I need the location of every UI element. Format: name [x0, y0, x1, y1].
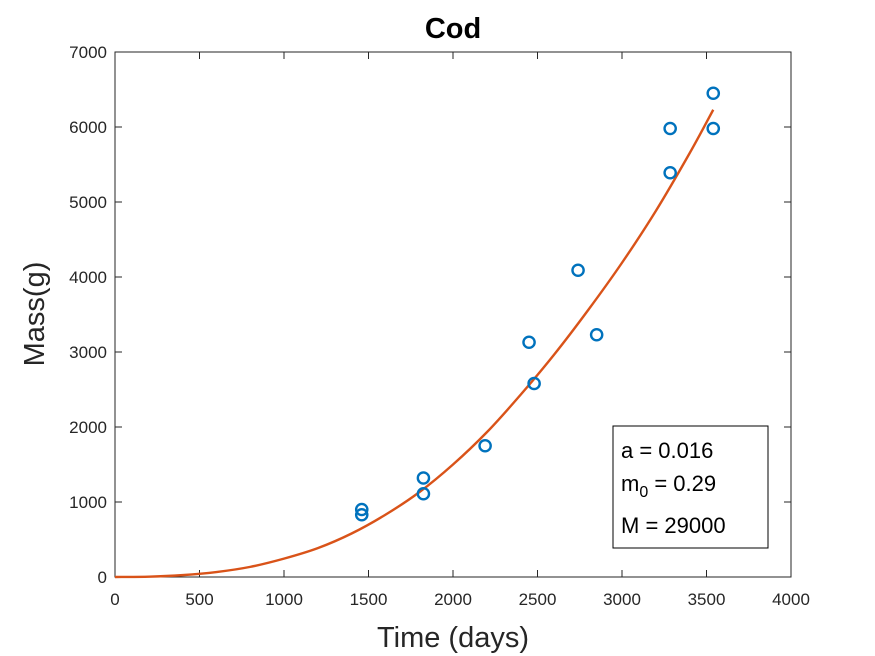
data-point — [522, 335, 536, 350]
x-tick-label: 1500 — [350, 590, 388, 609]
annotation-m-value: = 0.29 — [648, 471, 716, 496]
x-tick-label: 2500 — [519, 590, 557, 609]
y-tick-label: 4000 — [69, 268, 107, 287]
y-tick-label: 7000 — [69, 43, 107, 62]
data-point — [354, 502, 369, 517]
data-point — [478, 438, 492, 453]
data-point — [663, 121, 677, 136]
data-point — [589, 327, 604, 342]
y-tick-label: 5000 — [69, 193, 107, 212]
y-tick-label: 0 — [98, 568, 107, 587]
data-points-layer — [354, 86, 721, 522]
annotation-line-M: M = 29000 — [621, 513, 726, 538]
y-tick-label: 2000 — [69, 418, 107, 437]
x-tick-label: 2000 — [434, 590, 472, 609]
y-tick-label: 6000 — [69, 118, 107, 137]
chart-title: Cod — [425, 13, 481, 45]
data-point — [527, 376, 541, 391]
annotation-m-subscript: 0 — [639, 484, 648, 501]
y-tick-label: 3000 — [69, 343, 107, 362]
x-tick-label: 500 — [185, 590, 213, 609]
x-tick-label: 1000 — [265, 590, 303, 609]
y-ticks: 0 1000 2000 3000 4000 5000 6000 7000 — [69, 43, 791, 587]
y-axis-label: Mass(g) — [19, 262, 51, 367]
data-point — [663, 165, 677, 180]
x-ticks: 0 500 1000 1500 2000 2500 3000 3500 4000 — [110, 52, 810, 609]
data-point — [706, 86, 721, 101]
annotation-frame — [612, 425, 769, 549]
data-point — [706, 121, 721, 136]
data-point — [571, 263, 585, 278]
annotation-line-a: a = 0.016 — [621, 438, 713, 463]
data-point — [416, 471, 431, 485]
annotation-line-m0: m0 = 0.29 — [621, 471, 716, 501]
x-tick-label: 4000 — [772, 590, 810, 609]
data-point — [354, 507, 369, 522]
annotation-m-symbol: m — [621, 471, 639, 496]
x-axis-label: Time (days) — [377, 622, 529, 654]
x-tick-label: 0 — [110, 590, 119, 609]
y-tick-label: 1000 — [69, 493, 107, 512]
data-point — [416, 486, 431, 501]
x-tick-label: 3500 — [688, 590, 726, 609]
parameter-annotation: a = 0.016 m0 = 0.29 M = 29000 — [612, 425, 769, 549]
x-tick-label: 3000 — [603, 590, 641, 609]
